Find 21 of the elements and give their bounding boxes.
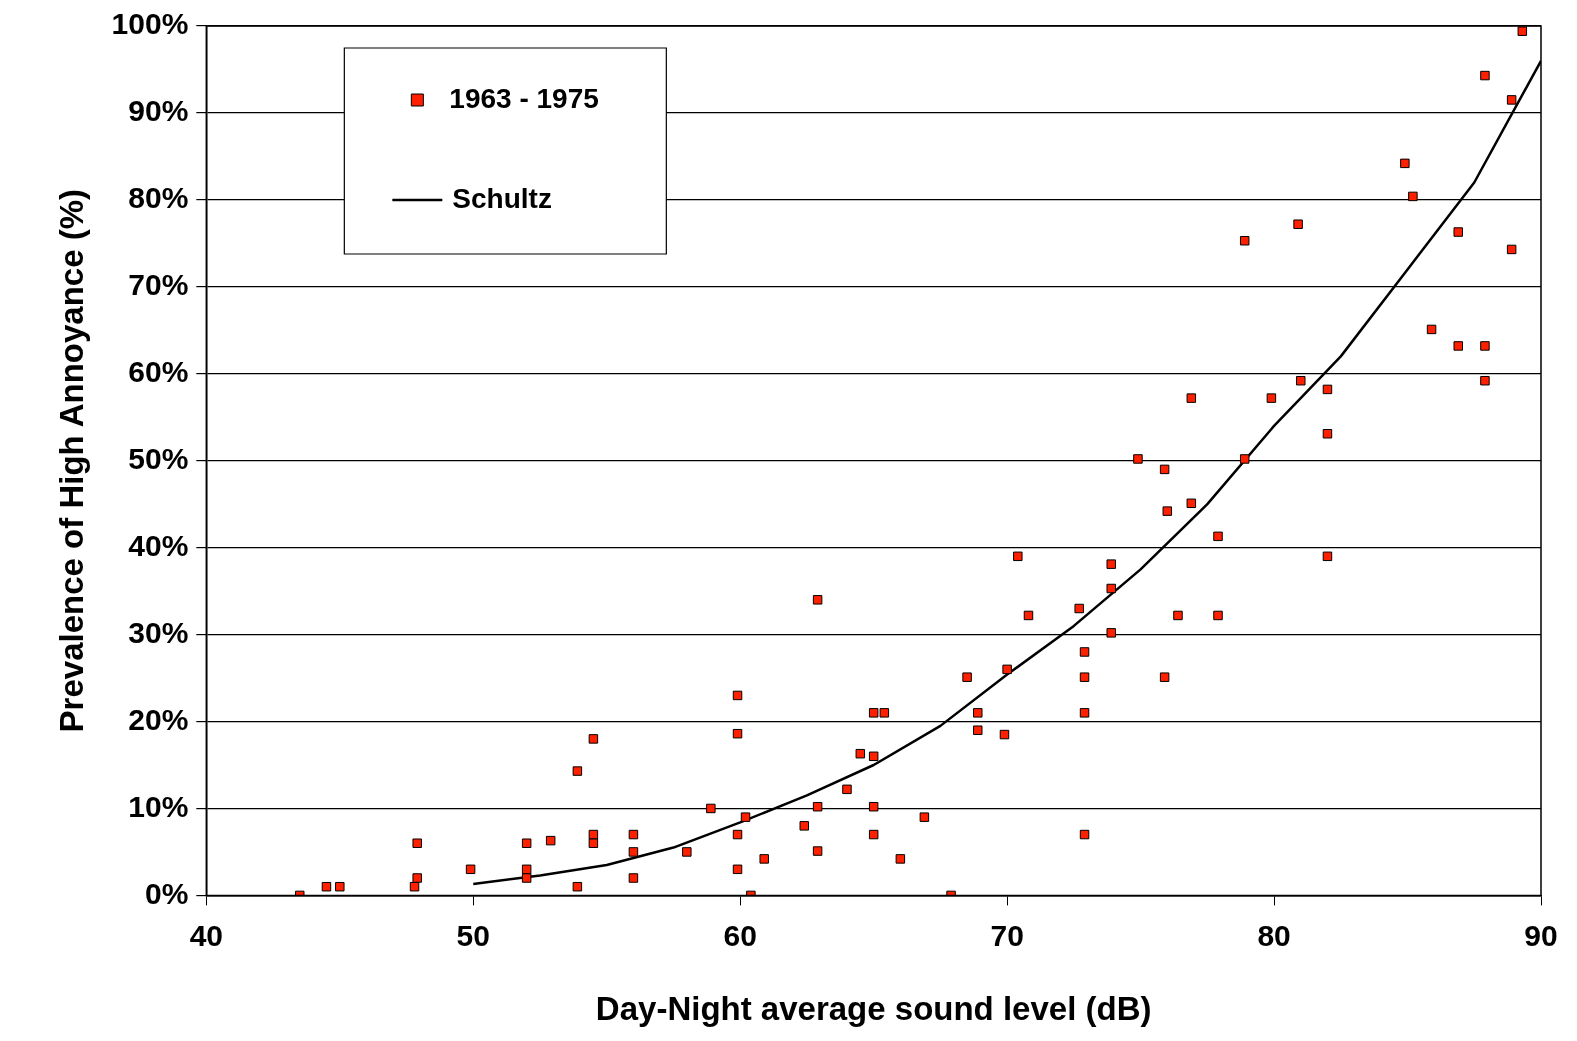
legend-label: Schultz — [452, 182, 552, 214]
x-tick-label: 60 — [723, 918, 757, 952]
y-tick-label: 0% — [144, 876, 189, 910]
x-tick-label: 40 — [189, 918, 224, 952]
x-tick-label: 90 — [1524, 918, 1558, 952]
y-tick-label: 80% — [128, 181, 189, 215]
y-tick-label: 90% — [128, 94, 189, 128]
x-tick-label: 80 — [1257, 918, 1291, 952]
x-axis-title: Day-Night average sound level (dB) — [595, 990, 1152, 1028]
y-tick-label: 30% — [128, 615, 189, 649]
y-tick-label: 50% — [128, 441, 189, 475]
x-tick-label: 50 — [456, 918, 490, 952]
y-tick-label: 10% — [128, 789, 189, 823]
y-tick-label: 100% — [111, 7, 189, 41]
y-axis-title: Prevalence of High Annoyance (%) — [52, 189, 90, 733]
x-tick-label: 70 — [990, 918, 1024, 952]
y-tick-label: 70% — [128, 268, 189, 302]
y-tick-label: 40% — [128, 528, 189, 562]
y-tick-label: 60% — [128, 355, 189, 389]
legend-label: 1963 - 1975 — [449, 82, 599, 114]
y-tick-label: 20% — [128, 702, 189, 736]
